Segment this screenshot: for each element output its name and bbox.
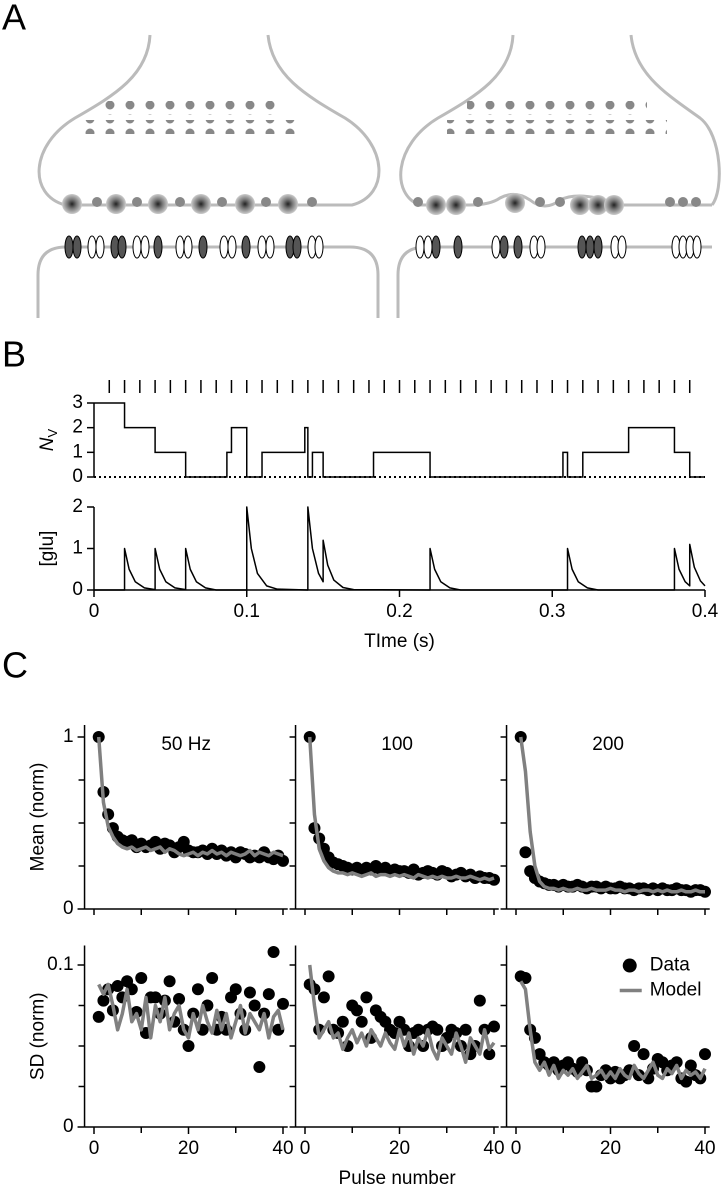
data-point [135,971,148,984]
model-line [518,736,705,894]
y-tick-label: 1 [72,441,83,462]
y-tick-label: 2 [72,496,83,517]
y-axis-label-main: SD (norm) [28,992,49,1080]
data-point [243,986,256,999]
data-point [519,846,532,859]
data-point [303,731,316,743]
data-point [590,1080,603,1093]
x-tick-label: 0.2 [386,601,412,622]
data-point [206,971,219,984]
data-point [350,1004,363,1017]
y-tick-label: 0 [63,898,74,919]
data-point [317,991,330,1004]
model-line [97,982,285,1040]
x-axis-label: Pulse number [339,1168,457,1189]
data-point [267,946,280,959]
legend-label: Model [650,980,702,1001]
x-tick-label: 20 [389,1138,410,1159]
vesicle-count-trace [94,402,705,478]
data-point [163,975,176,988]
y-axis-label: NV [37,428,60,451]
data-point [483,1048,496,1061]
x-tick-label: 0.4 [692,601,719,622]
panel-title: 50 Hz [161,734,211,755]
y-tick-label: 1 [63,726,74,747]
data-point [514,731,527,743]
glutamate-trace [94,506,706,591]
y-axis-label: [glu] [37,531,58,567]
data-point [637,1048,650,1061]
x-tick-label: 0 [300,1138,311,1159]
legend-label: Data [650,955,691,976]
x-tick-label: 20 [178,1138,199,1159]
y-axis-label: Mean (norm) [28,763,49,872]
model-line [519,980,707,1081]
data-point [173,993,186,1006]
legend-marker [622,958,637,973]
x-tick-label: 0.1 [234,601,260,622]
y-axis-label: SD (norm) [28,992,49,1080]
y-axis-label-sub: V [45,428,60,437]
y-tick-label: 3 [72,392,83,413]
data-point [277,997,289,1010]
x-tick-label: 0.3 [539,601,565,622]
panel-label: B [2,334,26,375]
data-point [92,1010,105,1023]
x-tick-label: 40 [694,1138,715,1159]
data-point [248,999,261,1012]
y-tick-label: 0 [72,466,83,487]
x-axis-label: TIme (s) [364,631,435,652]
x-tick-label: 40 [483,1138,504,1159]
data-point [322,970,335,983]
data-point [277,854,289,867]
data-point [355,1015,368,1028]
y-tick-label: 0 [63,1116,74,1137]
data-point [699,1048,711,1061]
panel-title: 200 [592,734,624,755]
data-point [111,980,124,993]
x-tick-label: 0 [511,1138,522,1159]
y-tick-label: 2 [72,417,83,438]
data-point [336,1015,349,1028]
x-tick-label: 0 [89,601,100,622]
synapse-diagram [36,34,721,318]
panel-label: A [2,0,26,38]
y-tick-label: 0.1 [47,954,73,975]
x-tick-label: 20 [600,1138,621,1159]
data-point [191,983,204,996]
data-point [459,1023,472,1036]
data-point [253,1061,266,1074]
data-point [97,994,110,1007]
data-point [262,988,275,1001]
data-point [431,1023,444,1036]
data-point [412,1023,425,1036]
y-tick-label: 0 [72,579,83,600]
panel-title: 100 [381,734,413,755]
y-axis-label-main: [glu] [37,531,58,567]
y-axis-label-main: Mean (norm) [28,763,49,872]
data-point [670,1056,683,1069]
y-tick-label: 1 [72,538,83,559]
model-line [307,964,496,1064]
data-point [684,1059,697,1072]
panel-label: C [2,645,28,686]
data-point [229,983,242,996]
data-point [149,991,162,1004]
model-line [96,736,284,858]
data-point [360,991,373,1004]
data-point [488,1020,500,1033]
y-axis-label-main: N [37,437,58,451]
data-point [182,1040,195,1052]
x-tick-label: 0 [89,1138,100,1159]
x-tick-label: 40 [272,1138,293,1159]
data-point [473,994,486,1007]
data-point [628,1040,641,1052]
model-line [307,736,495,882]
